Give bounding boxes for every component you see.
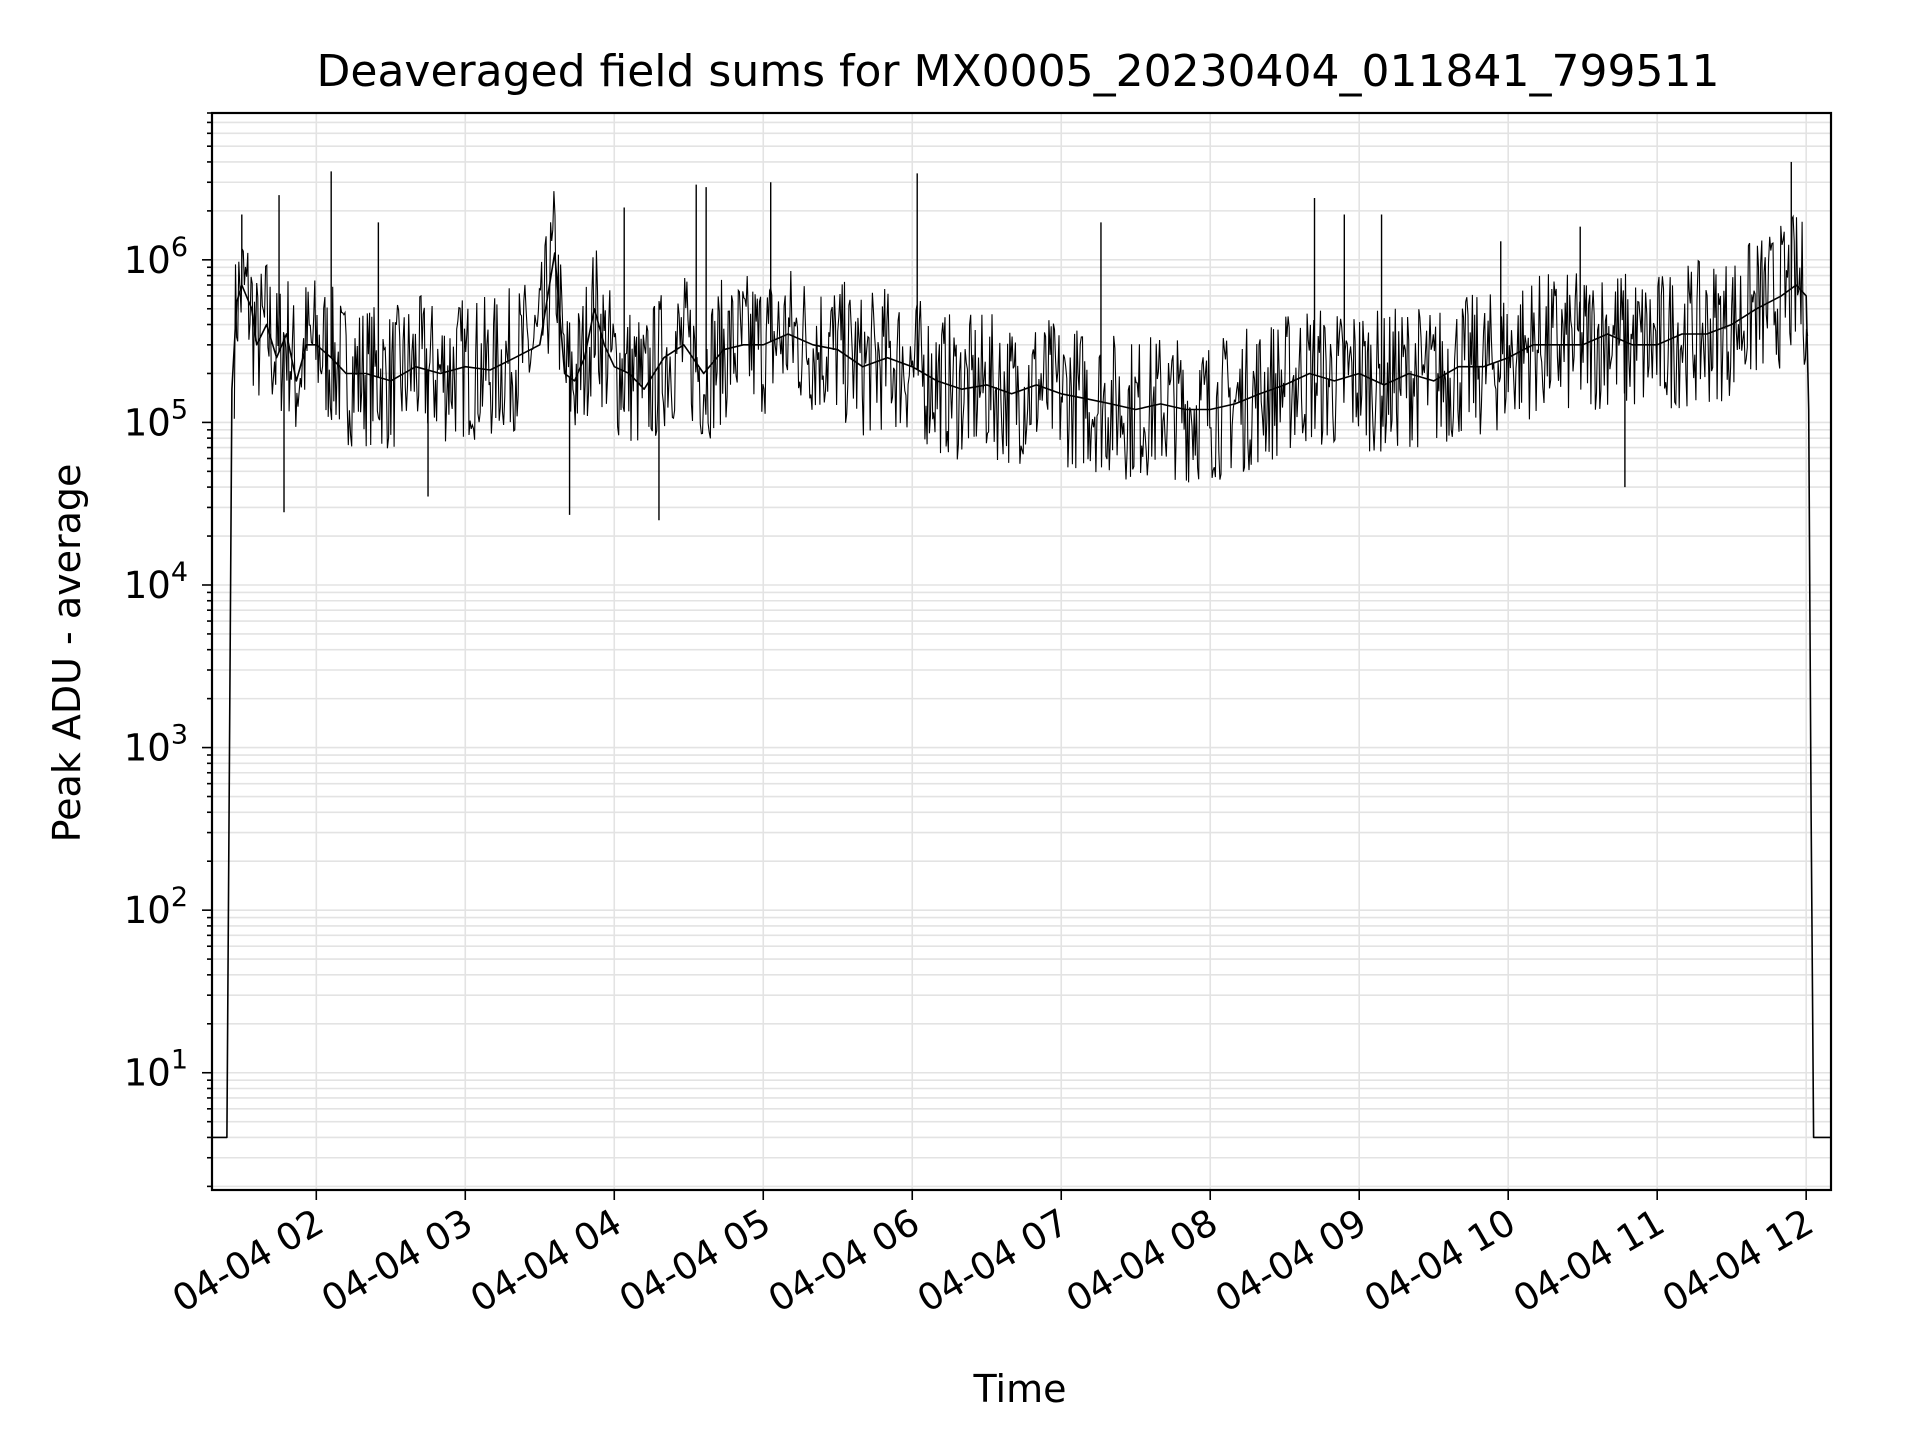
y-tick-label: 106 bbox=[124, 232, 188, 282]
y-tick-label: 101 bbox=[124, 1045, 188, 1095]
axis-ticks bbox=[202, 112, 1807, 1200]
y-tick-labels: 101 102 103 104 105 106 bbox=[124, 232, 188, 1095]
y-tick-label: 104 bbox=[124, 557, 188, 607]
y-tick-label: 105 bbox=[124, 394, 188, 444]
series-group bbox=[212, 161, 1831, 1139]
grid-lines bbox=[212, 112, 1831, 1190]
x-axis-label: Time bbox=[973, 1367, 1067, 1411]
series-noise-trace bbox=[233, 191, 1809, 483]
y-tick-label: 102 bbox=[124, 882, 188, 932]
chart-title: Deaveraged field sums for MX0005_2023040… bbox=[317, 46, 1720, 97]
plot-frame bbox=[210, 111, 1833, 1192]
y-tick-label: 103 bbox=[124, 720, 188, 770]
y-axis-label: Peak ADU - average bbox=[45, 464, 89, 843]
